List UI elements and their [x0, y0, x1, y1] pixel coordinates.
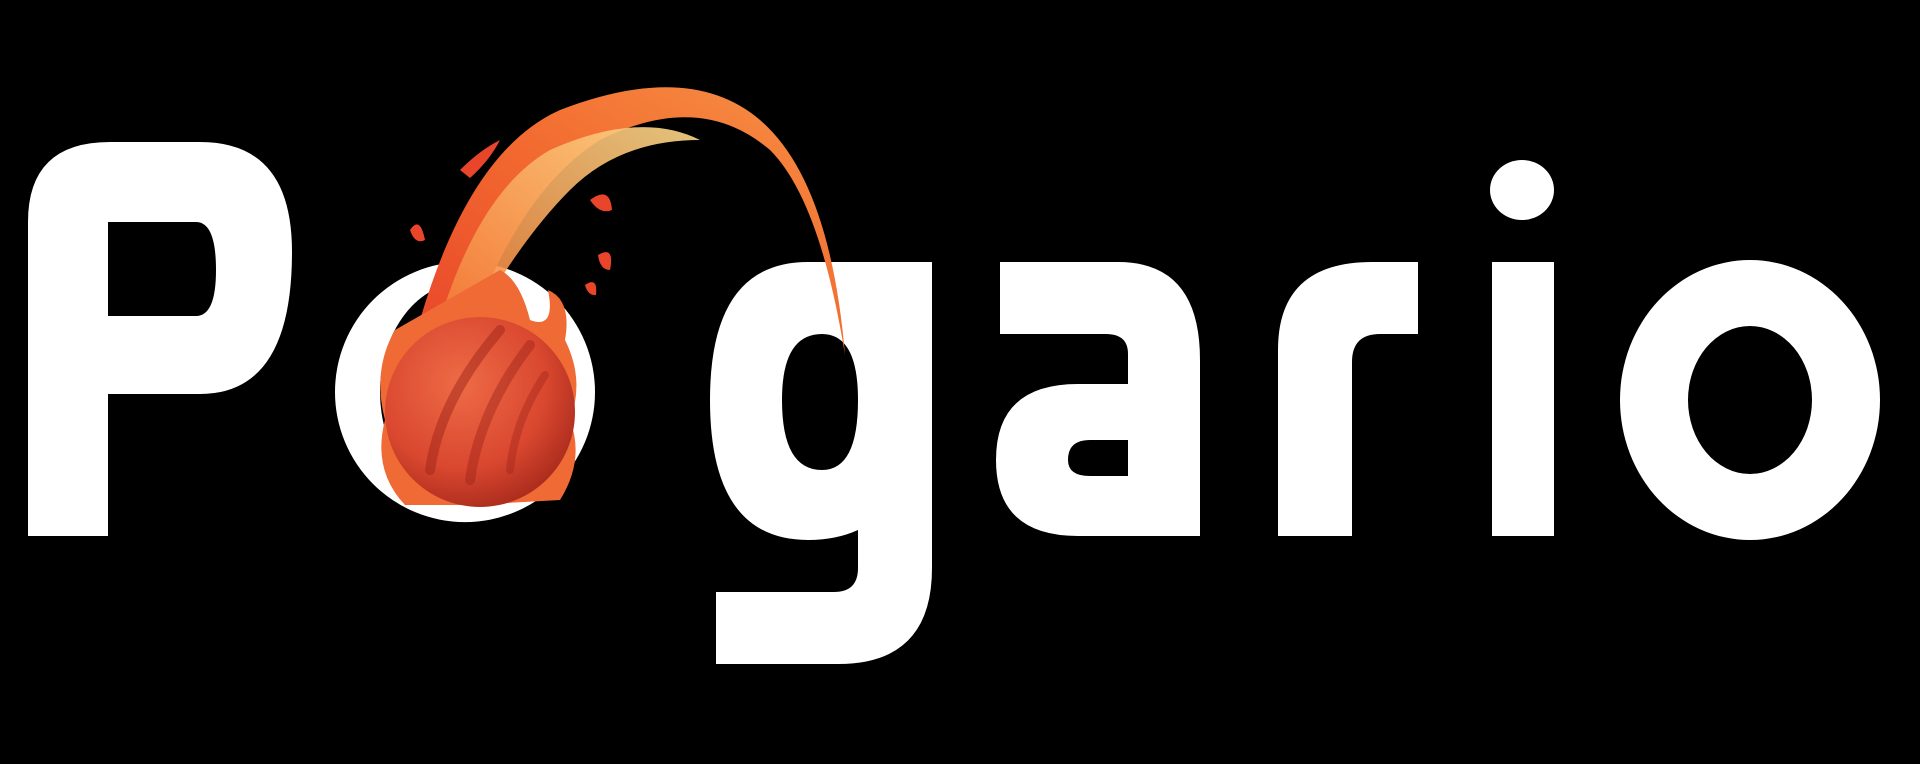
fireball-icon: [380, 87, 845, 507]
letter-i-stem: [1492, 262, 1554, 536]
fireball-streak: [506, 371, 549, 474]
letter-o-final: [1620, 260, 1880, 540]
letter-r: [1278, 262, 1418, 536]
letter-i-dot: [1490, 160, 1554, 220]
letter-a: [996, 262, 1200, 536]
fireball-spark: [598, 252, 612, 270]
fireball-spark: [590, 194, 612, 212]
fireball-ball: [385, 317, 575, 507]
fireball-spark: [410, 224, 425, 242]
fireball-spark: [585, 282, 597, 296]
wordmark: [28, 142, 1880, 664]
fireball-spark: [460, 140, 500, 178]
letter-g: [710, 262, 932, 664]
fireball-trail: [420, 87, 845, 355]
letter-p-shape: [28, 142, 292, 536]
fireball-streak: [465, 340, 535, 485]
fireball-streak: [425, 325, 505, 475]
